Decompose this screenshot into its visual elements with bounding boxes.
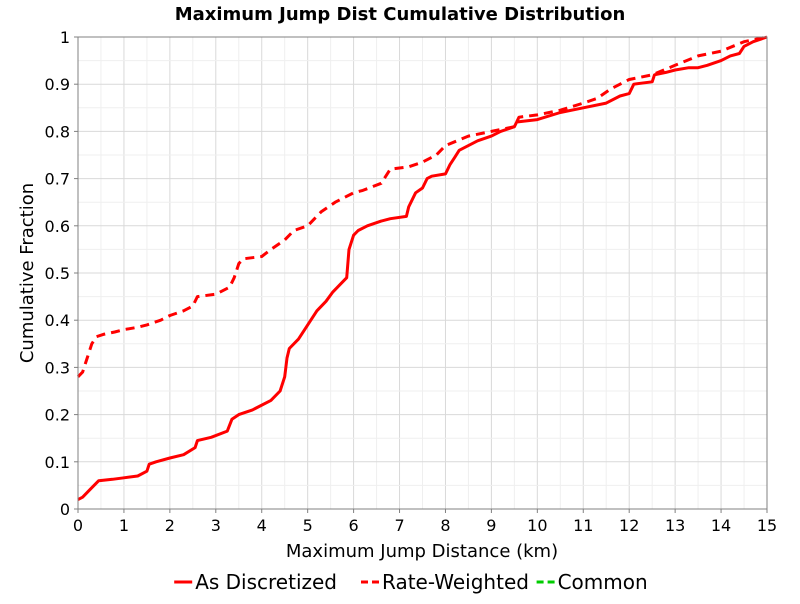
series-lines [76, 35, 768, 501]
x-axis-ticks: 0 1 2 3 4 5 6 7 8 9 10 11 12 13 14 15 [73, 509, 777, 535]
x-tick-label: 11 [573, 516, 593, 535]
legend-label-common: Common [558, 570, 648, 594]
y-tick-label: 0.6 [45, 217, 70, 236]
x-tick-label: 12 [619, 516, 639, 535]
legend-label-as-discretized: As Discretized [195, 570, 337, 594]
x-axis-label: Maximum Jump Distance (km) [286, 541, 558, 562]
series-line-as-discretized [77, 35, 768, 501]
x-tick-label: 13 [665, 516, 685, 535]
x-tick-label: 5 [303, 516, 313, 535]
x-tick-label: 7 [394, 516, 404, 535]
y-tick-label: 1 [60, 28, 70, 47]
y-tick-label: 0.1 [45, 453, 70, 472]
y-tick-label: 0.5 [45, 264, 70, 283]
gridlines [77, 36, 768, 510]
y-tick-label: 0 [60, 500, 70, 519]
x-tick-label: 4 [257, 516, 267, 535]
x-tick-label: 6 [349, 516, 359, 535]
x-tick-label: 10 [527, 516, 547, 535]
legend-label-rate-weighted: Rate-Weighted [382, 570, 529, 594]
y-tick-label: 0.9 [45, 75, 70, 94]
x-tick-label: 2 [165, 516, 175, 535]
y-tick-label: 0.7 [45, 170, 70, 189]
x-tick-label: 8 [440, 516, 450, 535]
y-axis-label: Cumulative Fraction [17, 183, 38, 363]
y-tick-label: 0.4 [45, 311, 70, 330]
x-tick-label: 9 [486, 516, 496, 535]
x-tick-label: 3 [211, 516, 221, 535]
y-axis-ticks: 0 0.1 0.2 0.3 0.4 0.5 0.6 0.7 0.8 0.9 1 [45, 28, 78, 519]
x-tick-label: 15 [757, 516, 777, 535]
chart-title: Maximum Jump Dist Cumulative Distributio… [175, 4, 626, 25]
x-tick-label: 14 [711, 516, 731, 535]
legend: As Discretized Rate-Weighted Common [174, 570, 648, 594]
y-tick-label: 0.8 [45, 122, 70, 141]
x-tick-label: 0 [73, 516, 83, 535]
x-tick-label: 1 [119, 516, 129, 535]
series-line-rate-weighted [76, 35, 768, 378]
y-tick-label: 0.2 [45, 406, 70, 425]
y-tick-label: 0.3 [45, 358, 70, 377]
